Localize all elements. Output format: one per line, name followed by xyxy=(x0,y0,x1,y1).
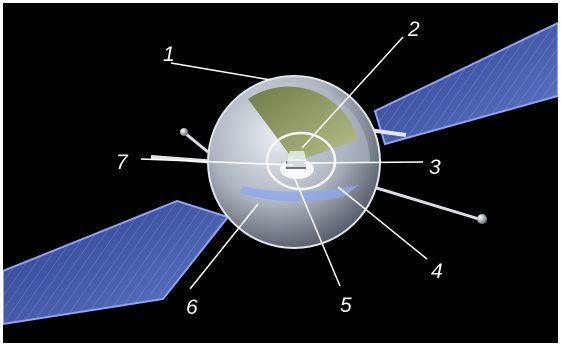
callout-label-1: 1 xyxy=(163,43,175,66)
callout-label-4: 4 xyxy=(431,260,443,283)
callout-label-3: 3 xyxy=(429,156,441,179)
callout-label-2: 2 xyxy=(407,18,420,41)
callout-label-7: 7 xyxy=(116,151,129,174)
callout-label-5: 5 xyxy=(340,294,352,317)
callout-label-6: 6 xyxy=(186,296,198,319)
right-solar-panel xyxy=(373,21,558,146)
support-booms xyxy=(150,128,487,224)
satellite-diagram: 1 2 3 4 5 6 7 xyxy=(3,18,558,326)
callout-leader-lines xyxy=(140,36,428,290)
left-solar-panel xyxy=(3,199,230,326)
satellite-figure: 1 2 3 4 5 6 7 xyxy=(3,3,558,343)
